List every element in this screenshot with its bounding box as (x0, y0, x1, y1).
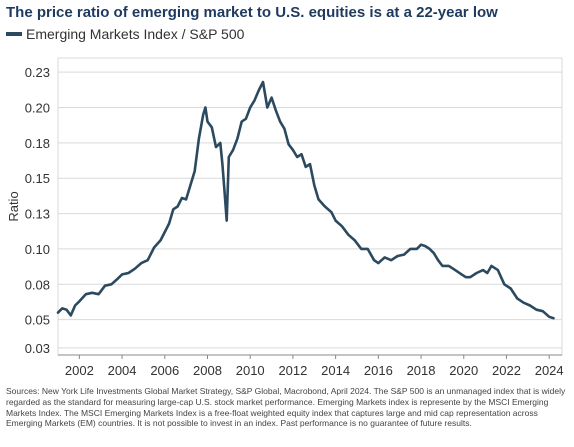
x-tick-label: 2022 (492, 363, 521, 378)
y-tick-label: 0.18 (25, 136, 50, 151)
x-tick-label: 2010 (236, 363, 265, 378)
x-tick-label: 2008 (193, 363, 222, 378)
x-tick-label: 2020 (449, 363, 478, 378)
y-tick-label: 0.20 (25, 101, 50, 116)
x-tick-label: 2012 (278, 363, 307, 378)
legend-label: Emerging Markets Index / S&P 500 (26, 26, 245, 42)
y-tick-label: 0.10 (25, 242, 50, 257)
y-tick-label: 0.13 (25, 207, 50, 222)
y-tick-label: 0.03 (25, 341, 50, 356)
y-axis-label: Ratio (6, 191, 21, 221)
plot-frame (57, 57, 563, 356)
y-tick-label: 0.08 (25, 277, 50, 292)
x-tick-label: 2016 (364, 363, 393, 378)
y-tick-label: 0.23 (25, 65, 50, 80)
chart-title: The price ratio of emerging market to U.… (6, 4, 498, 21)
x-tick-label: 2006 (150, 363, 179, 378)
x-tick-label: 2018 (407, 363, 436, 378)
legend-swatch (6, 32, 22, 36)
x-tick-label: 2014 (321, 363, 350, 378)
y-tick-label: 0.05 (25, 313, 50, 328)
x-tick-label: 2024 (535, 363, 564, 378)
x-tick-label: 2002 (65, 363, 94, 378)
y-tick-label: 0.15 (25, 171, 50, 186)
legend: Emerging Markets Index / S&P 500 (6, 26, 244, 42)
x-tick-label: 2004 (108, 363, 137, 378)
source-note: Sources: New York Life Investments Globa… (6, 386, 566, 429)
series-line (56, 80, 555, 320)
